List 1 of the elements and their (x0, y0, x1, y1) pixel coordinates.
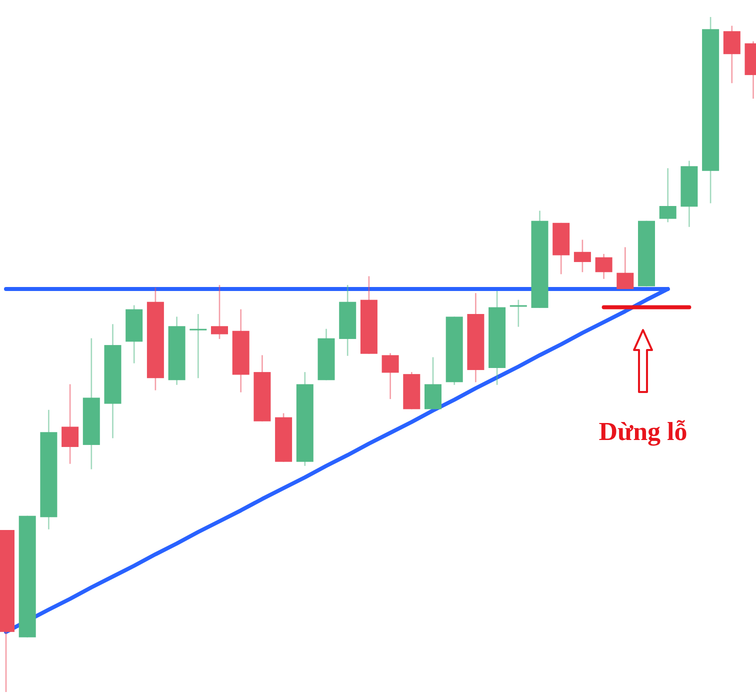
annotation: Dừng lỗ (598, 417, 688, 446)
